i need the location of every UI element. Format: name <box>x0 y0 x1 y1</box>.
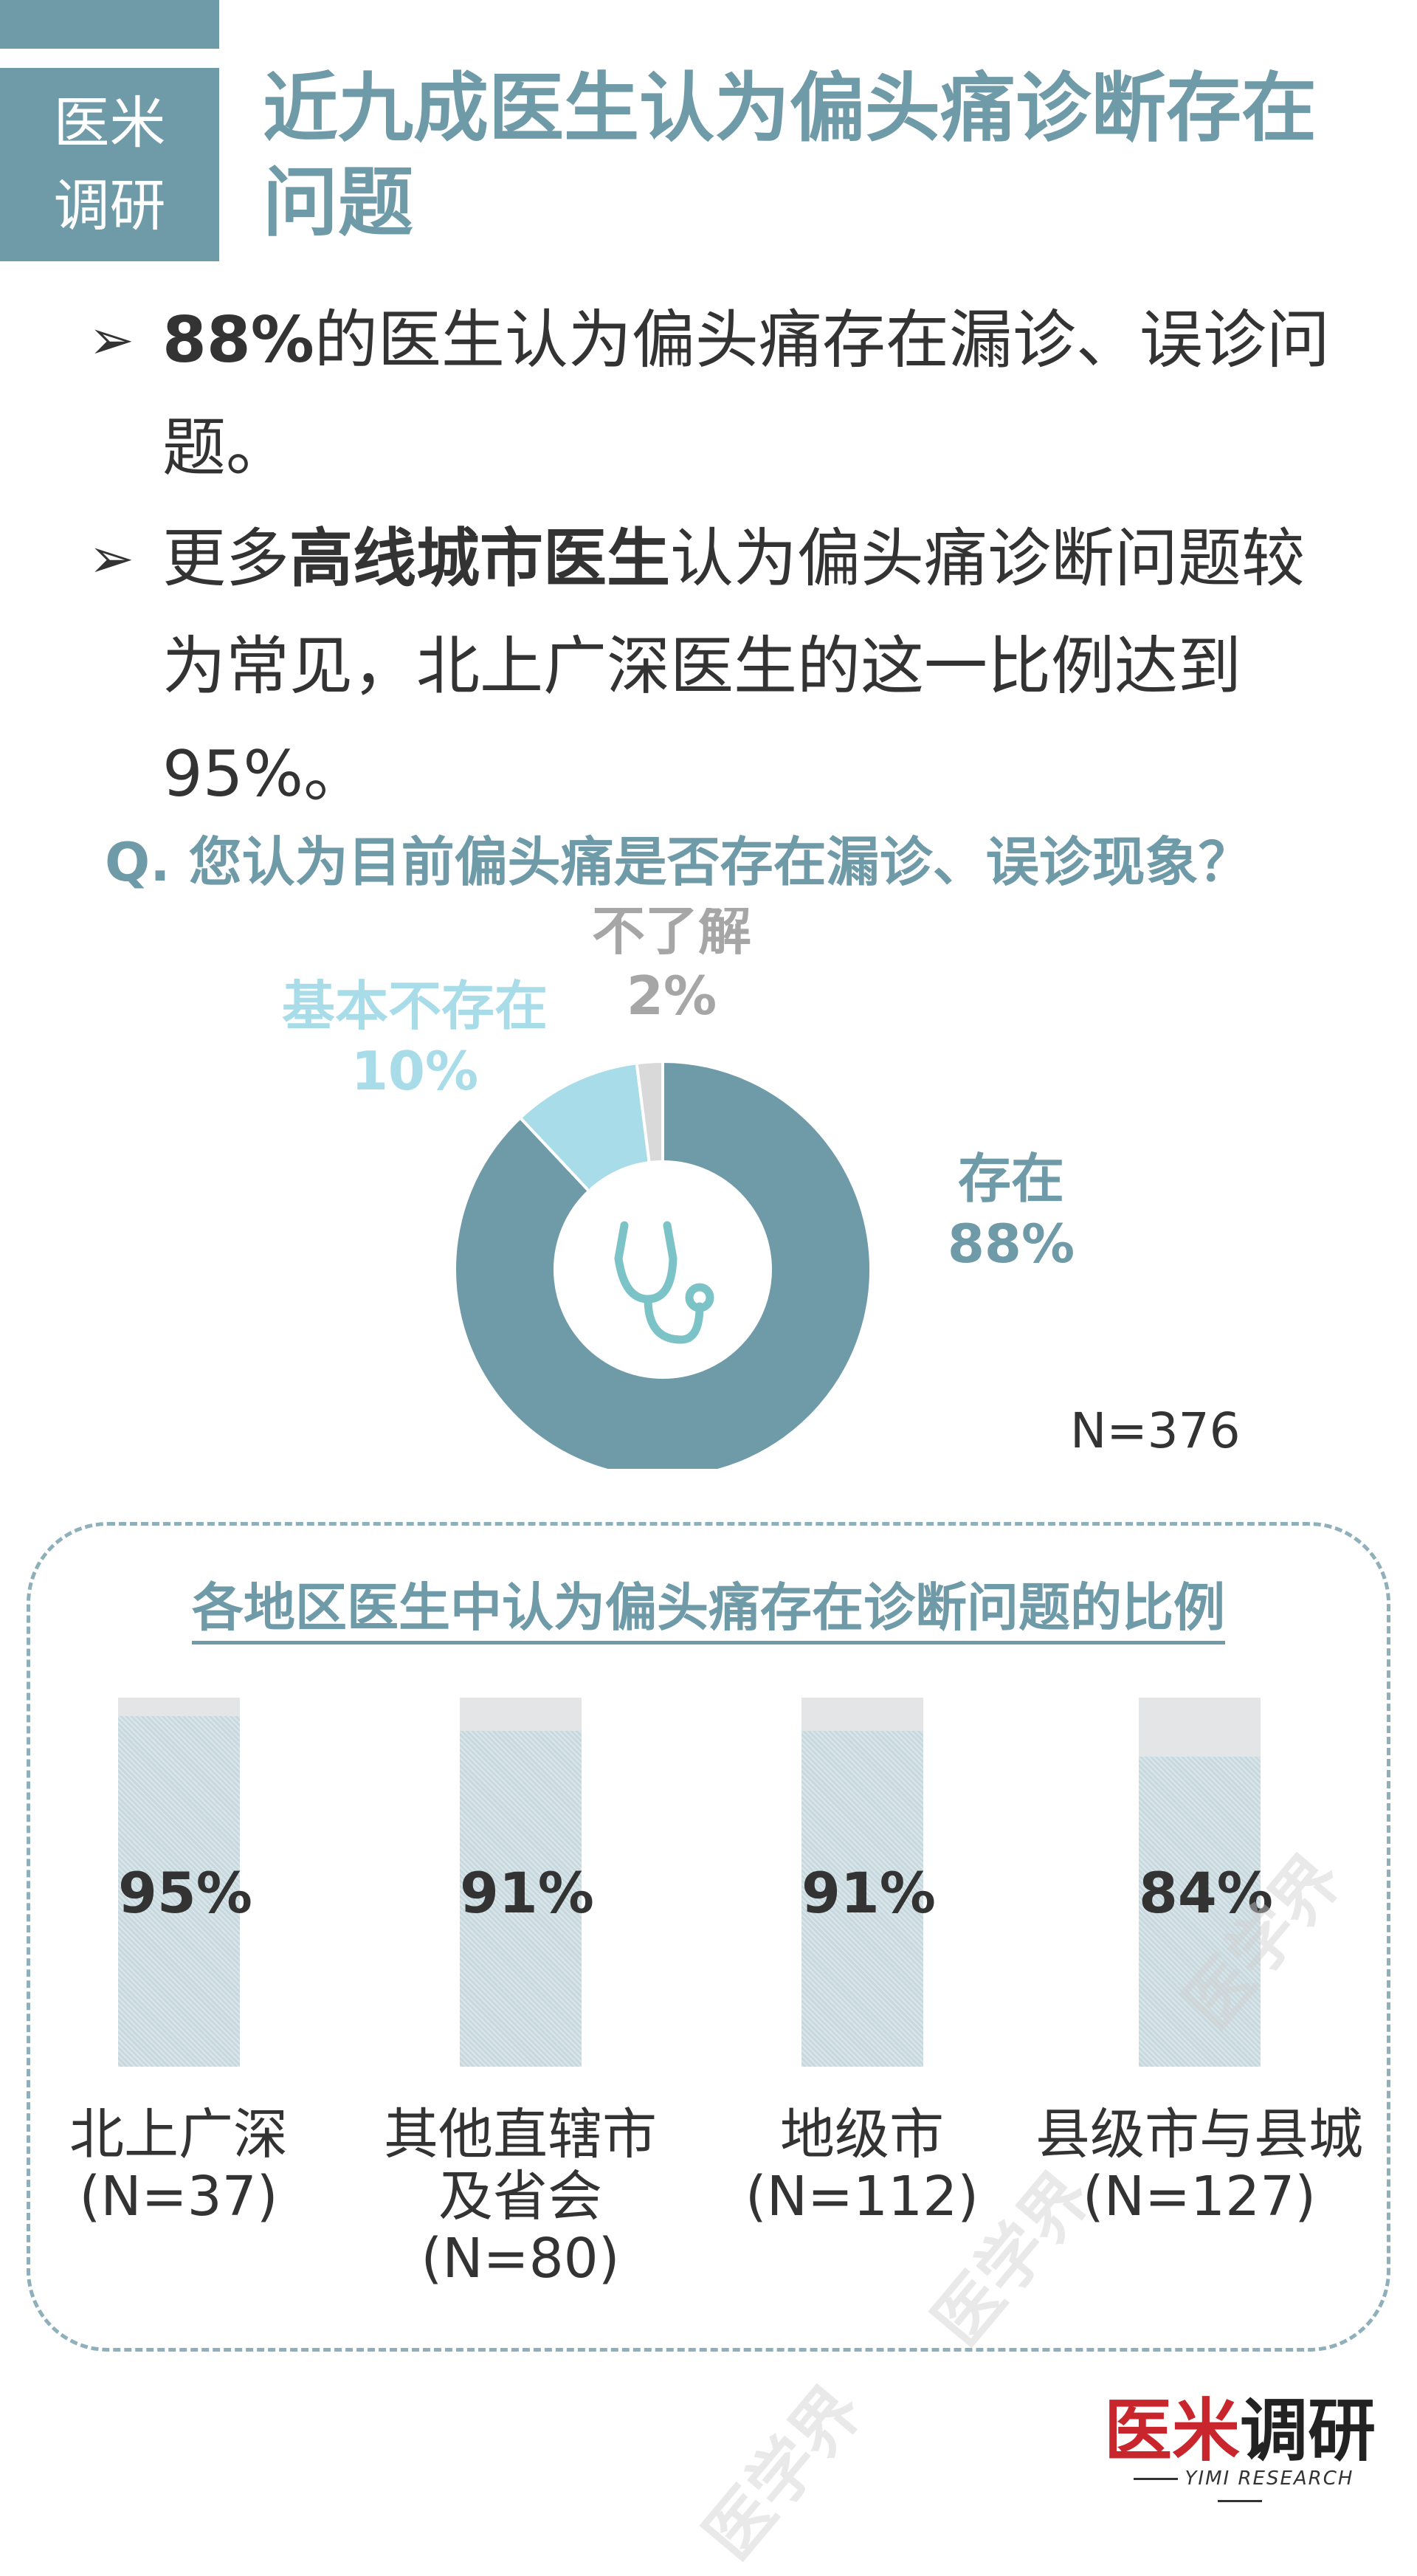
tag-line-1: 医米 <box>53 90 166 156</box>
donut-value-label: 10% <box>351 1040 478 1102</box>
donut-slice-3 <box>635 1059 664 1165</box>
bar-category-label: 其他直辖市 及省会 (N=80) <box>384 2103 657 2290</box>
bullet-2-pre: 更多 <box>162 522 289 596</box>
bullet-arrow-icon: ➢ <box>89 309 135 372</box>
stethoscope-icon <box>614 1221 714 1344</box>
bar-fill <box>1139 1757 1261 2067</box>
logo-subtitle: YIMI RESEARCH <box>1100 2467 1380 2512</box>
page-title: 近九成医生认为偏头痛诊断存在问题 <box>263 65 1317 247</box>
bar-track: 95% <box>118 1698 252 2067</box>
bullet-item-2: ➢ 更多高线城市医生认为偏头痛诊断问题较为常见，北上广深医生的这一比例达到95%… <box>89 505 1358 828</box>
bar-value-label: 91% <box>460 1860 594 1926</box>
bullet-item-1: ➢ 88%的医生认为偏头痛存在漏诊、误诊问题。 <box>89 286 1358 502</box>
bar-track: 91% <box>801 1698 936 2067</box>
bar-value-label: 84% <box>1139 1860 1273 1926</box>
section-tag: 医米 调研 <box>0 68 219 261</box>
bullet-2-text: 认为偏头痛诊断问题较为常见，北上广深医生的这一比例达到95%。 <box>162 522 1305 811</box>
donut-category-label: 存在 <box>958 1148 1064 1210</box>
bullet-list: ➢ 88%的医生认为偏头痛存在漏诊、误诊问题。 ➢ 更多高线城市医生认为偏头痛诊… <box>89 286 1358 831</box>
top-accent-bar <box>0 0 219 49</box>
tag-line-2: 调研 <box>53 173 166 238</box>
bar-category-label: 北上广深 (N=37) <box>69 2103 288 2228</box>
logo-wordmark: 医米调研 <box>1100 2395 1380 2466</box>
survey-question: Q. 您认为目前偏头痛是否存在漏诊、误诊现象？ <box>105 831 1252 893</box>
bar-category-label: 地级市 (N=112) <box>745 2103 979 2228</box>
panel-title: 各地区医生中认为偏头痛存在诊断问题的比例 <box>0 1572 1417 1645</box>
donut-category-label: 不了解 <box>592 908 751 962</box>
bar-fill <box>118 1716 240 2067</box>
donut-value-label: 2% <box>627 965 717 1027</box>
donut-slice-1 <box>453 1059 872 1469</box>
region-panel <box>27 1522 1390 2352</box>
bar-track: 91% <box>460 1698 594 2067</box>
watermark-text: 医学界 <box>689 2371 878 2575</box>
brand-logo: 医米调研 YIMI RESEARCH <box>1100 2395 1380 2512</box>
donut-category-label: 基本不存在 <box>282 975 548 1037</box>
bullet-1-text: 的医生认为偏头痛存在漏诊、误诊问题。 <box>162 303 1330 485</box>
bar-value-label: 95% <box>118 1860 252 1926</box>
logo-black-text: 调研 <box>1240 2391 1376 2470</box>
bullet-2-bold: 高线城市医生 <box>289 522 670 596</box>
bullet-1-bold: 88% <box>162 303 314 377</box>
bar-track: 84% <box>1139 1698 1273 2067</box>
donut-value-label: 88% <box>948 1213 1075 1275</box>
sample-size-label: N=376 <box>1070 1402 1241 1459</box>
bar-category-label: 县级市与县城 (N=127) <box>1035 2103 1363 2228</box>
bar-value-label: 91% <box>801 1860 936 1926</box>
bullet-arrow-icon: ➢ <box>89 527 135 590</box>
panel-title-text: 各地区医生中认为偏头痛存在诊断问题的比例 <box>192 1577 1225 1645</box>
logo-red-text: 医米 <box>1103 2391 1240 2470</box>
bar-fill <box>460 1731 582 2067</box>
bar-fill <box>801 1731 923 2067</box>
